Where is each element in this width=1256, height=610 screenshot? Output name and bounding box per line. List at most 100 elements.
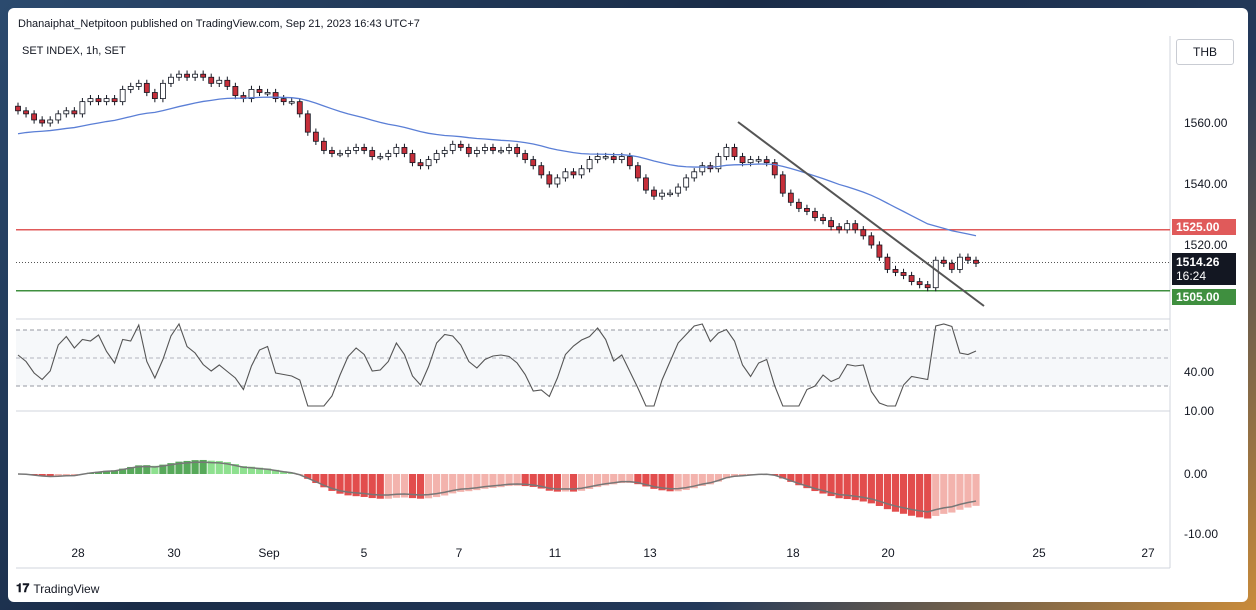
macd-bar xyxy=(392,474,400,498)
candle-body xyxy=(812,211,818,218)
candle-body xyxy=(836,226,843,231)
last-price-value: 1514.26 xyxy=(1176,255,1220,269)
macd-tick-label: 0.00 xyxy=(1184,467,1208,481)
candle-body xyxy=(562,171,569,179)
macd-bar xyxy=(875,474,883,506)
candle-body xyxy=(232,86,239,96)
candle-body xyxy=(143,82,150,93)
candle-body xyxy=(87,98,94,103)
macd-bar xyxy=(916,474,924,518)
macd-bar xyxy=(859,474,867,502)
time-tick-label: 5 xyxy=(361,546,368,560)
macd-bar xyxy=(964,474,972,508)
footer: 𝟏𝟕 TradingView xyxy=(16,581,99,596)
macd-bar xyxy=(811,474,819,492)
candle-body xyxy=(135,82,142,87)
macd-bar xyxy=(924,474,932,519)
macd-bar xyxy=(449,474,457,494)
candle-body xyxy=(256,89,263,93)
trendline xyxy=(737,121,985,307)
macd-bar xyxy=(819,474,827,494)
macd-tick-label: -10.00 xyxy=(1184,527,1218,541)
macd-bar xyxy=(867,474,875,504)
macd-bar xyxy=(408,474,417,499)
candle-body xyxy=(538,165,545,176)
macd-bar xyxy=(553,474,561,492)
macd-bar xyxy=(127,466,135,474)
macd-bar xyxy=(666,474,674,492)
chart-svg[interactable]: 1560.00 1540.00 1520.00 40.00 10.00 0.00 -10.0… xyxy=(8,8,1248,602)
candle-body xyxy=(296,101,303,115)
macd-bar xyxy=(215,460,223,474)
candle-body xyxy=(393,146,400,154)
candle-body xyxy=(321,140,327,151)
macd-bar xyxy=(344,474,352,496)
candle-body xyxy=(763,159,770,164)
macd-bar xyxy=(537,474,545,489)
time-tick-label: 18 xyxy=(786,546,800,560)
macd-bar xyxy=(183,460,191,474)
macd-bar xyxy=(714,474,722,482)
candle-body xyxy=(160,82,166,99)
macd-bar xyxy=(835,474,843,499)
macd-bar xyxy=(352,474,360,497)
candle-body xyxy=(15,105,21,112)
macd-bar xyxy=(223,462,231,474)
macd-bar xyxy=(795,474,803,486)
time-tick-label: Sep xyxy=(258,546,280,560)
macd-bar xyxy=(280,471,288,474)
candle-body xyxy=(119,89,126,103)
candle-body xyxy=(723,146,730,157)
macd-bar xyxy=(255,467,264,474)
macd-bar xyxy=(642,474,650,487)
candle-body xyxy=(280,98,287,103)
macd-bar xyxy=(159,464,167,474)
candle-body xyxy=(47,119,54,124)
macd-bar xyxy=(561,474,570,492)
time-tick-label: 11 xyxy=(549,546,562,560)
macd-bar xyxy=(320,474,328,488)
macd-bar xyxy=(489,474,497,488)
candle-body xyxy=(771,162,778,176)
candle-body xyxy=(385,153,392,157)
macd-bar xyxy=(650,474,658,489)
macd-bar xyxy=(787,474,795,482)
macd-bar xyxy=(505,474,513,487)
oscillator-tick-label: 40.00 xyxy=(1184,365,1214,379)
candle-body xyxy=(200,73,207,78)
candle-body xyxy=(594,156,601,161)
macd-bar xyxy=(610,474,618,485)
time-tick-label: 25 xyxy=(1032,546,1046,560)
macd-bar xyxy=(545,474,553,491)
candle-body xyxy=(168,76,174,84)
price-tick-label: 1520.00 xyxy=(1184,238,1228,252)
symbol-label: SET INDEX, 1h, SET xyxy=(22,45,126,57)
macd-bar xyxy=(239,466,248,474)
macd-bar xyxy=(424,474,433,499)
macd-bar xyxy=(706,474,714,485)
time-tick-label: 30 xyxy=(167,546,181,560)
candle-body xyxy=(377,156,384,159)
candle-body xyxy=(618,156,625,161)
candle-body xyxy=(852,223,859,231)
candle-body xyxy=(844,223,851,231)
macd-bar xyxy=(207,460,215,474)
candle-body xyxy=(602,156,609,159)
candle-body xyxy=(804,207,810,212)
macd-bar xyxy=(626,474,634,483)
macd-bar xyxy=(304,474,312,479)
candle-body xyxy=(932,259,939,289)
candle-body xyxy=(127,86,134,90)
time-tick-label: 7 xyxy=(456,546,463,560)
macd-bar xyxy=(46,474,54,477)
bar-countdown: 16:24 xyxy=(1176,269,1207,283)
candle-body xyxy=(248,89,255,99)
candle-body xyxy=(779,174,786,194)
macd-bar xyxy=(312,474,320,484)
candle-body xyxy=(924,284,931,289)
macd-bar xyxy=(433,474,441,498)
candle-body xyxy=(39,119,46,124)
candle-body xyxy=(192,73,199,78)
macd-tick-label: 10.00 xyxy=(1184,404,1214,418)
currency-button[interactable]: THB xyxy=(1176,39,1234,65)
